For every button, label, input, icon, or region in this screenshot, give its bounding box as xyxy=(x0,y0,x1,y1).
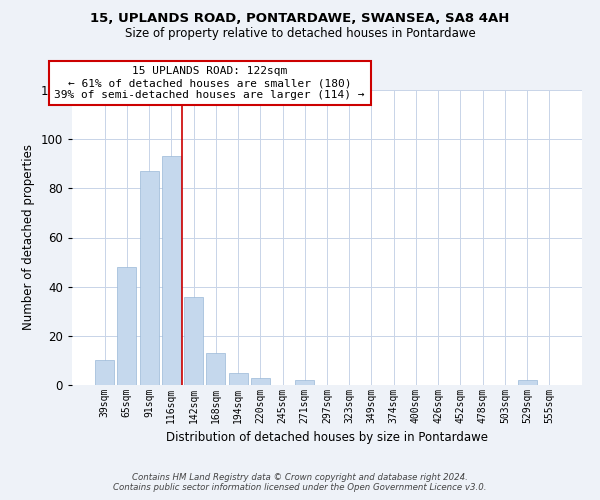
Y-axis label: Number of detached properties: Number of detached properties xyxy=(22,144,35,330)
Bar xyxy=(162,156,181,385)
Text: 15 UPLANDS ROAD: 122sqm
← 61% of detached houses are smaller (180)
39% of semi-d: 15 UPLANDS ROAD: 122sqm ← 61% of detache… xyxy=(55,66,365,100)
X-axis label: Distribution of detached houses by size in Pontardawe: Distribution of detached houses by size … xyxy=(166,432,488,444)
Bar xyxy=(118,267,136,385)
Text: Contains HM Land Registry data © Crown copyright and database right 2024.
Contai: Contains HM Land Registry data © Crown c… xyxy=(113,473,487,492)
Text: Size of property relative to detached houses in Pontardawe: Size of property relative to detached ho… xyxy=(125,28,475,40)
Bar xyxy=(251,378,270,385)
Bar xyxy=(295,380,314,385)
Bar xyxy=(518,380,536,385)
Bar xyxy=(229,372,248,385)
Text: 15, UPLANDS ROAD, PONTARDAWE, SWANSEA, SA8 4AH: 15, UPLANDS ROAD, PONTARDAWE, SWANSEA, S… xyxy=(91,12,509,26)
Bar xyxy=(206,353,225,385)
Bar xyxy=(184,296,203,385)
Bar xyxy=(140,171,158,385)
Bar xyxy=(95,360,114,385)
